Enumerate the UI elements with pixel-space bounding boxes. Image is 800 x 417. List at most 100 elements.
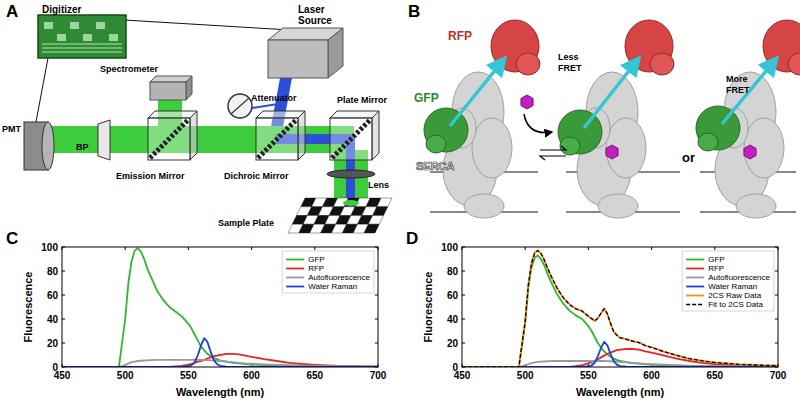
- spectrometer-top: [150, 76, 192, 82]
- gfp: [426, 135, 446, 153]
- chip: [44, 22, 53, 29]
- plate-mirror-top: [330, 111, 379, 118]
- serca: [472, 118, 512, 178]
- plate-mirror-hatch: [332, 120, 370, 158]
- y-tick-label: 20: [47, 338, 59, 349]
- emission-mirror-front: [148, 118, 190, 160]
- spectrometer-label: Spectrometer: [100, 64, 159, 74]
- x-axis-label: Wavelength (nm): [576, 386, 665, 398]
- y-tick-label: 0: [52, 362, 58, 373]
- spectrometer-front: [150, 82, 186, 100]
- less-fret-label: LessFRET: [558, 52, 582, 73]
- attenuator-label: Attenuator: [251, 93, 297, 103]
- legend-swatch: [286, 286, 304, 288]
- x-tick-label: 650: [706, 370, 723, 381]
- plate-well: [364, 224, 379, 233]
- chip: [109, 34, 118, 41]
- serca: [598, 194, 638, 218]
- x-axis-label: Wavelength (nm): [176, 386, 265, 398]
- y-axis-label: Fluorescence: [422, 272, 434, 343]
- plate-well: [377, 198, 392, 207]
- trace: [42, 48, 122, 49]
- laser-front: [268, 40, 328, 78]
- plate-mirror-front: [330, 118, 372, 160]
- chart: C450500550600650700020406080100Wavelengt…: [6, 229, 387, 398]
- pmt-label: PMT: [2, 124, 22, 134]
- y-tick-label: 60: [447, 290, 459, 301]
- legend: GFPRFPAutofluorescenceWater Raman: [282, 251, 374, 293]
- plot-area: [62, 248, 378, 367]
- panel-b: BRFPGFPSERCALessFRETMoreFRETor: [408, 2, 800, 218]
- panel-a: ADigitizerLaserSourceAttenuatorSpectrome…: [2, 2, 392, 233]
- x-tick-label: 500: [517, 370, 534, 381]
- attenuator-wheel: [228, 94, 252, 118]
- panel-letter: D: [406, 229, 418, 248]
- y-axis-label: Fluorescence: [22, 272, 34, 343]
- legend-label: GFP: [708, 255, 724, 264]
- dichroic-mirror-side: [298, 111, 305, 160]
- y-tick-label: 80: [447, 266, 459, 277]
- legend: GFPRFPAutofluorescenceWater Raman2CS Raw…: [682, 251, 774, 311]
- legend-swatch: [686, 304, 704, 305]
- legend-swatch: [286, 277, 304, 279]
- x-tick-label: 600: [243, 370, 260, 381]
- trace: [42, 44, 122, 45]
- legend-box: [282, 251, 374, 293]
- binding-arrow: [524, 114, 552, 133]
- y-tick-label: 20: [447, 338, 459, 349]
- sample-spot: [343, 200, 359, 206]
- rfp: [788, 53, 800, 75]
- dichroic-mirror-label: Dichroic Mirror: [224, 171, 289, 181]
- figure: ADigitizerLaserSourceAttenuatorSpectrome…: [0, 0, 800, 417]
- emission-mirror-side: [190, 111, 197, 160]
- y-tick-label: 60: [47, 290, 59, 301]
- chip: [96, 22, 105, 29]
- legend-label: RFP: [308, 264, 324, 273]
- sample-plate-label: Sample Plate: [218, 218, 274, 228]
- gfp: [560, 137, 580, 155]
- attenuator-slash: [231, 98, 249, 114]
- x-tick-label: 650: [306, 370, 323, 381]
- legend-label: Fit to 2CS Data: [708, 300, 763, 309]
- emission-mirror-top: [148, 111, 197, 118]
- rfp: [650, 53, 674, 75]
- lens: [327, 170, 375, 178]
- legend-label: GFP: [308, 255, 324, 264]
- y-tick-label: 40: [447, 314, 459, 325]
- trace: [42, 44, 122, 45]
- serca: [744, 118, 784, 178]
- dichroic-mirror-front: [256, 118, 298, 160]
- emission-mirror-hatch: [150, 120, 188, 158]
- fret-arrow: [722, 58, 777, 124]
- series-line: [462, 250, 778, 367]
- series-line: [62, 248, 378, 367]
- plot-frame: [462, 247, 778, 367]
- plate-well: [373, 207, 388, 216]
- x-tick-label: 600: [643, 370, 660, 381]
- legend-label: 2CS Raw Data: [708, 291, 761, 300]
- serca: [736, 194, 776, 218]
- fret-arrow: [584, 58, 639, 128]
- ligand: [606, 145, 618, 159]
- spectrometer-side: [186, 76, 192, 100]
- emission-mirror-label: Emission Mirror: [116, 171, 185, 181]
- y-tick-label: 100: [441, 242, 458, 253]
- series-line: [62, 338, 378, 367]
- serca-label: SERCA: [416, 160, 455, 172]
- lens-label: Lens: [368, 180, 389, 190]
- pmt-face: [42, 122, 54, 170]
- dichroic-mirror-hatch: [258, 120, 296, 158]
- digitizer-label: Digitizer: [42, 4, 82, 15]
- plot-frame: [62, 247, 378, 367]
- chip: [57, 34, 66, 41]
- trace: [42, 52, 122, 53]
- legend-box: [682, 251, 774, 311]
- legend-swatch: [286, 268, 304, 270]
- panel-letter: B: [408, 2, 420, 21]
- x-tick-label: 700: [770, 370, 787, 381]
- legend-swatch: [686, 286, 704, 288]
- emission-beam: [48, 126, 354, 153]
- wire: [124, 20, 290, 30]
- dichroic-mirror-top: [256, 111, 305, 118]
- equilibrium-arrow: [540, 146, 566, 150]
